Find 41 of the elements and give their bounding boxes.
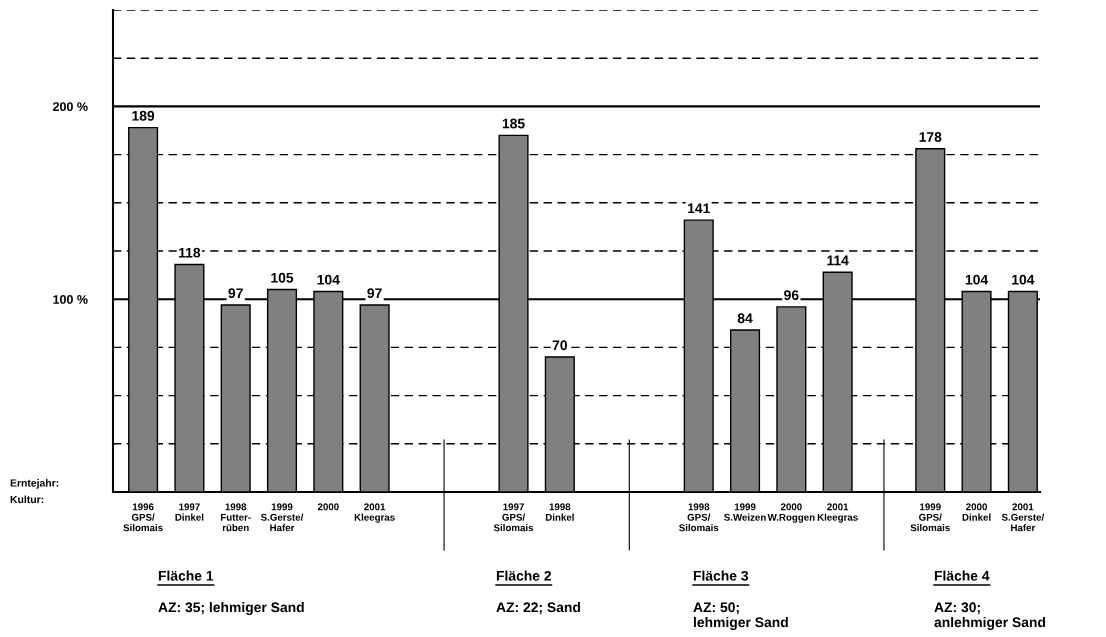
x-tick-label: 1997 Dinkel	[175, 503, 204, 521]
text: AZ: 22; Sand	[496, 602, 580, 615]
data-label: 97	[228, 288, 243, 299]
data-label: 96	[784, 290, 799, 300]
x-tick-label: 1999 S.Gerste/ Hafer	[260, 503, 304, 532]
x-tick-label: 2000 Dinkel	[962, 503, 991, 521]
data-label: 84	[737, 313, 753, 324]
x-tick-label: 1999 S.Weizen	[724, 503, 766, 521]
data-label: 105	[271, 272, 294, 283]
x-tick-label: 2000 W.Roggen	[767, 503, 815, 523]
x-tick-label: 1996 GPS/ Silomais	[123, 503, 163, 532]
x-tick-label: 1998 GPS/ Silomais	[679, 503, 719, 532]
y-tick-label: 200 %	[52, 102, 88, 112]
data-label: 141	[688, 203, 710, 214]
data-label: 104	[317, 274, 340, 285]
x-tick-label: 1997 GPS/ Silomais	[493, 503, 534, 532]
data-label: 178	[919, 132, 942, 142]
x-tick-label: 2000	[317, 503, 339, 511]
data-label: 118	[179, 247, 201, 258]
text: AZ: 50; lehmiger Sand	[693, 602, 788, 630]
x-tick-label: 1998 Futter- rüben	[220, 503, 251, 532]
x-tick-label: 1998 Dinkel	[545, 503, 574, 521]
y-tick-label: 100 %	[53, 295, 88, 304]
text: Fläche 4	[934, 570, 990, 581]
text: Fläche 3	[693, 570, 749, 581]
data-label: 114	[827, 255, 849, 266]
text: Erntejahr: Kultur:	[10, 479, 59, 504]
x-tick-label: 1999 GPS/ Silomais	[910, 503, 950, 532]
text: Fläche 1	[158, 570, 214, 581]
text: AZ: 30; anlehmiger Sand	[934, 602, 1045, 630]
data-label: 70	[552, 340, 567, 351]
text: Fläche 2	[496, 570, 552, 581]
data-label: 189	[132, 110, 155, 121]
text: AZ: 35; lehmiger Sand	[158, 602, 304, 616]
data-label: 104	[965, 274, 989, 285]
x-tick-label: 2001 S.Gerste/ Hafer	[1001, 503, 1045, 532]
data-label: 185	[502, 118, 525, 129]
x-tick-label: 2001 Kleegras	[354, 503, 395, 523]
data-label: 97	[367, 288, 382, 299]
x-tick-label: 2001 Kleegras	[817, 503, 858, 523]
data-label: 104	[1012, 274, 1035, 285]
